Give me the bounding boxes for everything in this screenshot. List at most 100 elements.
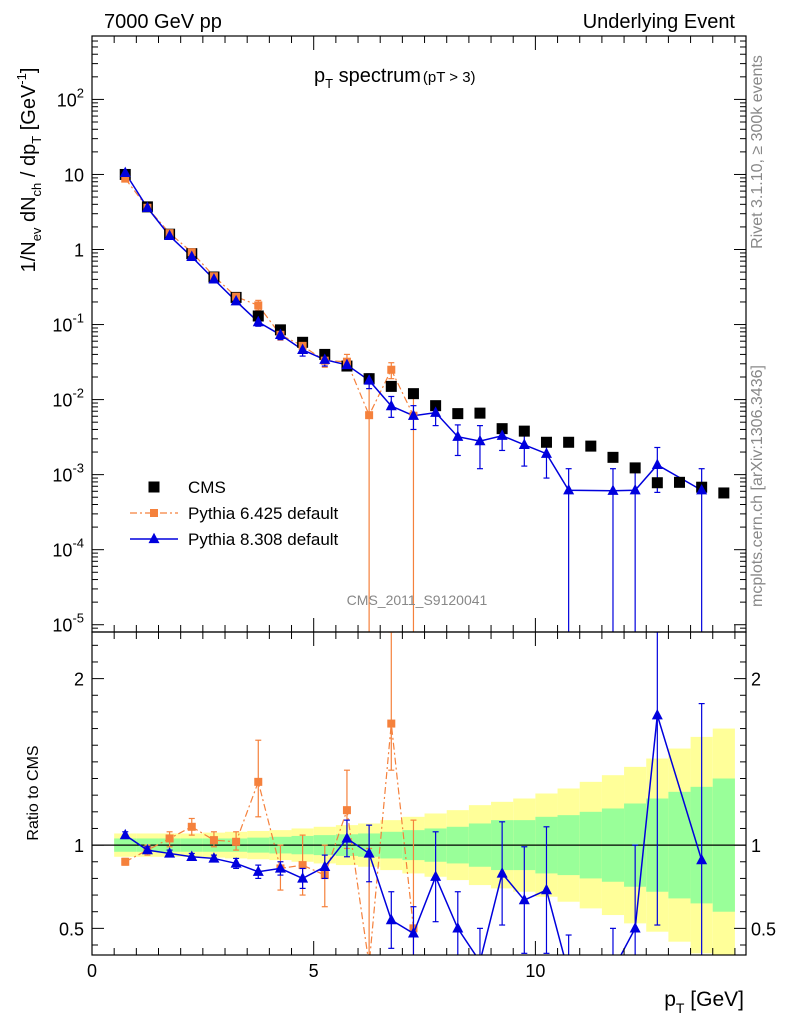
cms-point bbox=[540, 436, 552, 448]
legend-pythia8-label: Pythia 8.308 default bbox=[188, 530, 339, 549]
ratio-pythia8-point bbox=[319, 860, 331, 871]
cms-point bbox=[629, 462, 641, 474]
ratio-pythia6-point bbox=[342, 806, 351, 815]
ratio-y-tick-label-right: 2 bbox=[751, 670, 761, 690]
pythia8-point bbox=[540, 447, 552, 458]
pythia8-point bbox=[319, 353, 331, 364]
y-tick-label: 10 bbox=[64, 165, 84, 185]
ratio-pythia6-point bbox=[165, 834, 174, 843]
pythia6-point bbox=[387, 365, 396, 374]
pythia8-point bbox=[119, 166, 131, 178]
ratio-y-tick-label-right: 0.5 bbox=[751, 919, 776, 939]
pythia6-point bbox=[365, 411, 374, 420]
pythia8-point bbox=[230, 294, 242, 306]
cms-point bbox=[474, 407, 486, 419]
legend-pythia6-label: Pythia 6.425 default bbox=[188, 504, 339, 523]
pythia8-point bbox=[430, 406, 442, 417]
pythia6-point bbox=[254, 301, 263, 310]
x-tick-label: 5 bbox=[309, 961, 319, 981]
ratio-pythia8-point bbox=[363, 847, 375, 858]
pythia8-point bbox=[164, 229, 176, 241]
ratio-pythia8-point bbox=[341, 832, 353, 843]
ratio-panel: 0.5 0.5 1 1 2 2 0 5 10 Ratio to CMS pT [GeV] bbox=[25, 631, 776, 1016]
pythia8-point bbox=[297, 343, 309, 355]
ratio-pythia8-point bbox=[230, 857, 242, 868]
pythia6-point bbox=[121, 174, 130, 183]
ratio-pythia6-line bbox=[124, 723, 415, 955]
ratio-y-tick-label: 0.5 bbox=[59, 919, 84, 939]
ratio-pythia8-point bbox=[540, 883, 552, 895]
cms-point bbox=[607, 451, 619, 463]
ratio-pythia8-point bbox=[297, 872, 309, 883]
ratio-pythia8-point bbox=[696, 853, 708, 865]
y-tick-label: 102 bbox=[57, 85, 84, 110]
svg-text:1/Nev dNch / dpT [GeV-1]: 1/Nev dNch / dpT [GeV-1] bbox=[14, 68, 44, 273]
pythia8-point bbox=[474, 434, 486, 446]
legend-pythia6-marker bbox=[150, 509, 158, 517]
pythia8-point bbox=[274, 328, 286, 339]
ratio-y-tick-label-right: 1 bbox=[751, 836, 761, 856]
ratio-pythia6-point bbox=[187, 822, 196, 831]
main-title: pT spectrum (pT > 3) bbox=[314, 65, 476, 91]
pythia8-point bbox=[407, 409, 419, 420]
x-axis-label: pT [GeV] bbox=[664, 988, 744, 1016]
pythia8-point bbox=[607, 484, 619, 495]
ratio-pythia6-point bbox=[387, 719, 396, 728]
main-panel: 102 10 1 10-1 10-2 10-3 10-4 10-5 pT spectrum (p… bbox=[14, 35, 747, 636]
y-tick-label: 1 bbox=[74, 241, 84, 261]
ratio-pythia6-point bbox=[121, 857, 130, 866]
ratio-pythia6-point bbox=[232, 837, 241, 846]
cms-point bbox=[585, 440, 597, 452]
ratio-pythia8-point bbox=[474, 955, 485, 965]
pythia8-point bbox=[651, 458, 663, 470]
pythia8-point bbox=[452, 430, 464, 441]
x-tick-label: 10 bbox=[525, 961, 545, 981]
pythia8-point bbox=[496, 429, 508, 440]
energy-label: 7000 GeV pp bbox=[104, 11, 222, 33]
observable-label: Underlying Event bbox=[583, 11, 736, 33]
main-ylabel: 1/Nev dNch / dpT [GeV-1] bbox=[14, 68, 44, 273]
ratio-pythia8-point bbox=[274, 862, 286, 873]
ratio-pythia8-point bbox=[629, 922, 641, 933]
ratio-pythia8-point bbox=[141, 843, 153, 855]
ratio-y-tick-label: 1 bbox=[74, 836, 84, 856]
pythia8-point bbox=[208, 273, 220, 284]
y-tick-label: 10-4 bbox=[52, 536, 84, 561]
ratio-pythia8-point bbox=[496, 867, 508, 878]
ratio-frame bbox=[91, 631, 747, 956]
ratio-pythia6-point bbox=[365, 961, 373, 969]
ratio-pythia8-point bbox=[119, 828, 131, 840]
cms-point bbox=[385, 380, 397, 392]
ratio-y-tick-label: 2 bbox=[74, 670, 84, 690]
cms-point bbox=[452, 408, 464, 420]
ratio-pythia8-point bbox=[607, 964, 618, 974]
pythia8-point bbox=[385, 399, 397, 411]
ratio-pythia8-point bbox=[186, 850, 198, 861]
legend: CMS Pythia 6.425 default Pythia 8.308 defa… bbox=[130, 478, 339, 549]
pythia8-point bbox=[341, 358, 353, 370]
y-tick-label: 10-5 bbox=[52, 611, 84, 636]
pythia8-point bbox=[696, 483, 708, 495]
ratio-pythia8-point bbox=[518, 893, 530, 905]
mcplots-label: mcplots.cern.ch [arXiv:1306.3436] bbox=[749, 365, 766, 607]
ratio-pythia8-point bbox=[164, 847, 176, 858]
pythia8-point bbox=[518, 438, 530, 449]
ratio-pythia6-point bbox=[254, 777, 263, 786]
ratio-pythia8-point bbox=[452, 922, 464, 933]
cms-point bbox=[718, 487, 730, 499]
ratio-pythia6-point bbox=[298, 861, 307, 870]
cms-point bbox=[407, 388, 419, 400]
ratio-pythia8-point bbox=[651, 708, 663, 720]
cms-point bbox=[673, 476, 685, 488]
pythia8-point bbox=[629, 483, 641, 495]
pythia8-point bbox=[252, 315, 264, 327]
ratio-pythia8-point bbox=[252, 865, 264, 876]
legend-cms-marker bbox=[148, 481, 160, 493]
y-tick-label: 10-2 bbox=[52, 386, 84, 411]
cms-point bbox=[563, 436, 575, 448]
pythia8-point bbox=[141, 201, 153, 212]
y-tick-label: 10-3 bbox=[52, 461, 84, 486]
x-tick-label: 0 bbox=[87, 961, 97, 981]
cms-point bbox=[430, 400, 442, 412]
